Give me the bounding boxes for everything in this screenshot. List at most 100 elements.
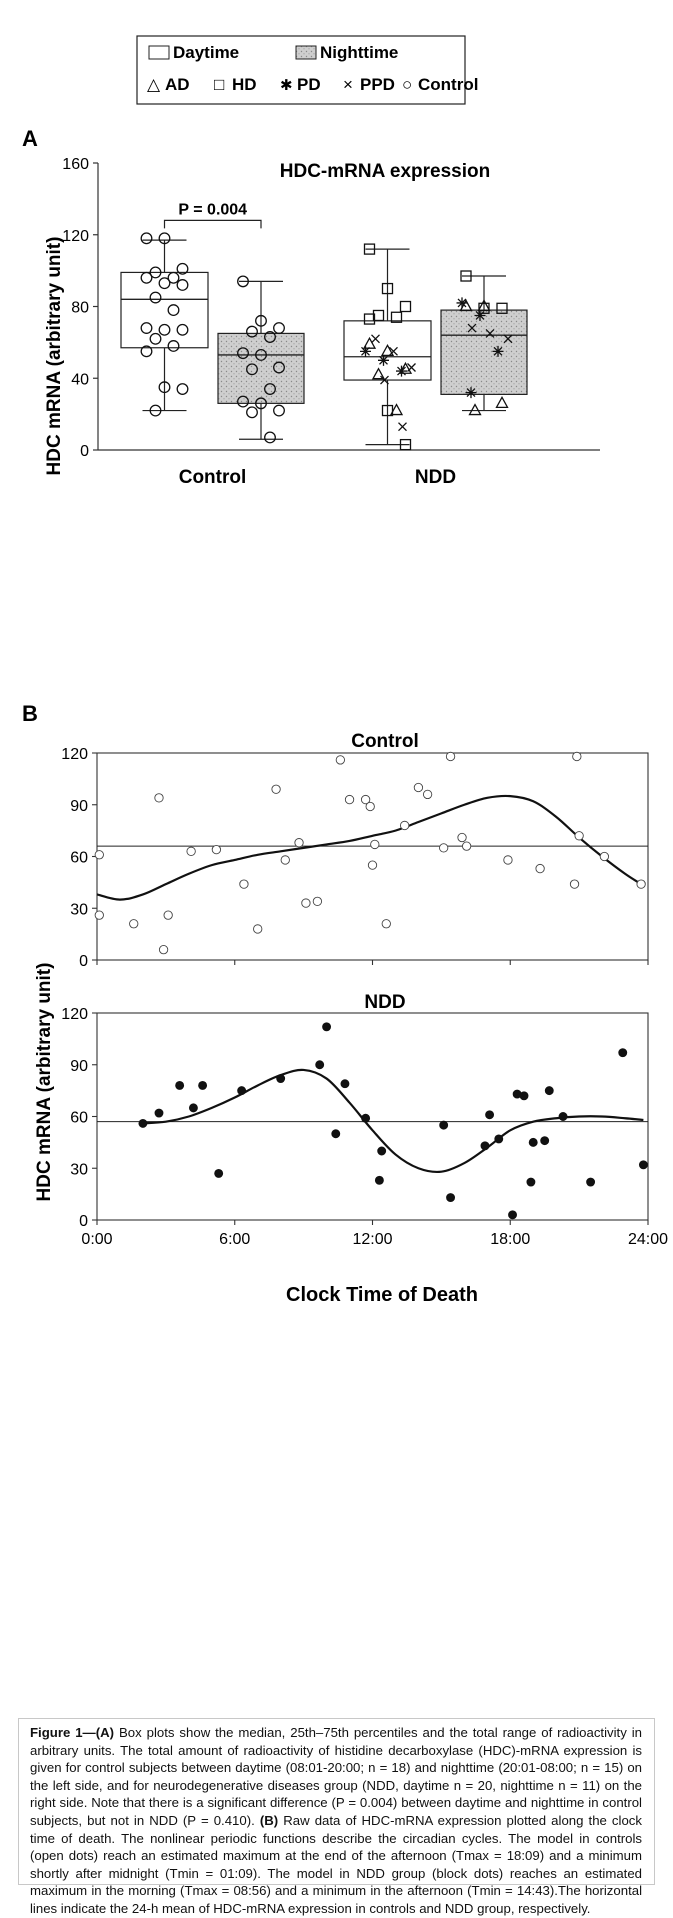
data-point-circle bbox=[255, 397, 267, 410]
data-point-circle bbox=[246, 325, 258, 338]
data-point-circle bbox=[140, 232, 153, 245]
legend-hd-icon: □ bbox=[214, 75, 224, 94]
data-point-x bbox=[407, 363, 416, 372]
control-data-point bbox=[399, 820, 410, 831]
data-point-circle bbox=[273, 361, 285, 374]
legend-daytime-label: Daytime bbox=[173, 43, 239, 62]
control-y-tick-label: 60 bbox=[70, 850, 88, 867]
ndd-x-tick-label: 6:00 bbox=[219, 1231, 250, 1248]
ndd-data-point bbox=[446, 1193, 456, 1203]
data-point-circle bbox=[264, 431, 276, 444]
data-point-x bbox=[467, 323, 477, 333]
data-point-star bbox=[396, 365, 407, 377]
caption-lead: Figure 1—(A) bbox=[30, 1725, 115, 1740]
legend-ppd-icon: × bbox=[343, 75, 353, 94]
control-data-point bbox=[535, 863, 545, 874]
data-point-triangle bbox=[468, 403, 482, 416]
ndd-data-point bbox=[480, 1141, 490, 1151]
data-point-star bbox=[492, 345, 504, 357]
ndd-data-point bbox=[175, 1080, 185, 1090]
ndd-data-point bbox=[558, 1112, 568, 1121]
control-data-point bbox=[94, 850, 104, 860]
ndd-data-point bbox=[544, 1086, 554, 1096]
control-data-point bbox=[294, 838, 304, 848]
data-point-square bbox=[399, 300, 412, 313]
box-control-nighttime bbox=[217, 332, 305, 404]
ndd-x-tick-label: 0:00 bbox=[81, 1231, 112, 1248]
control-data-point bbox=[335, 755, 346, 765]
data-point-triangle bbox=[495, 396, 509, 409]
data-point-triangle bbox=[389, 403, 404, 416]
data-point-circle bbox=[237, 395, 249, 408]
ndd-data-point bbox=[618, 1048, 628, 1058]
control-data-point bbox=[186, 846, 196, 856]
data-point-triangle bbox=[459, 299, 473, 312]
ndd-data-point bbox=[340, 1079, 350, 1089]
ndd-data-point bbox=[198, 1080, 208, 1090]
ndd-data-point bbox=[188, 1103, 198, 1113]
data-point-star bbox=[456, 297, 468, 309]
data-point-circle bbox=[255, 314, 267, 327]
control-data-point bbox=[211, 844, 222, 855]
data-point-circle bbox=[149, 332, 162, 345]
panel-a-y-tick-label: 0 bbox=[80, 443, 89, 460]
control-data-point bbox=[445, 751, 456, 762]
ndd-data-point bbox=[519, 1091, 529, 1101]
control-y-tick-label: 90 bbox=[70, 798, 88, 815]
control-data-point bbox=[344, 794, 355, 805]
control-data-point bbox=[461, 841, 472, 851]
control-data-point bbox=[129, 919, 139, 929]
data-point-circle bbox=[140, 271, 153, 284]
data-point-circle bbox=[158, 323, 171, 336]
data-point-circle bbox=[176, 323, 189, 336]
ndd-data-point bbox=[315, 1060, 325, 1070]
data-point-circle bbox=[237, 275, 249, 288]
box-ndd-daytime bbox=[343, 320, 432, 381]
data-point-circle bbox=[167, 271, 180, 284]
ndd-data-point bbox=[374, 1175, 384, 1185]
data-point-circle bbox=[167, 340, 180, 352]
data-point-circle bbox=[140, 322, 153, 334]
data-point-square bbox=[496, 302, 508, 314]
control-subplot-title: Control bbox=[351, 731, 419, 752]
data-point-x bbox=[371, 334, 380, 344]
ndd-y-tick-label: 60 bbox=[70, 1110, 88, 1127]
panel-b-xlabel: Clock Time of Death bbox=[286, 1284, 478, 1306]
panel-a-title: HDC-mRNA expression bbox=[280, 161, 490, 182]
caption-text-a: Box plots show the median, 25th–75th per… bbox=[30, 1725, 642, 1828]
ndd-y-tick-label: 90 bbox=[70, 1058, 88, 1075]
control-fit-curve bbox=[96, 794, 642, 901]
data-point-triangle bbox=[371, 367, 386, 380]
ndd-data-point bbox=[586, 1177, 596, 1187]
caption-frame bbox=[18, 1718, 655, 1885]
ndd-data-point bbox=[439, 1120, 449, 1130]
panel-b-letter: B bbox=[22, 701, 38, 726]
data-point-x bbox=[503, 334, 513, 344]
control-y-tick-label: 120 bbox=[61, 746, 88, 763]
data-point-circle bbox=[167, 304, 180, 317]
ndd-data-point bbox=[154, 1108, 164, 1118]
data-point-circle bbox=[140, 345, 153, 358]
control-data-point bbox=[381, 919, 391, 929]
data-point-star bbox=[465, 387, 477, 399]
control-data-point bbox=[360, 794, 371, 805]
data-point-x bbox=[380, 375, 389, 385]
data-point-circle bbox=[246, 406, 258, 419]
data-point-square bbox=[460, 270, 472, 282]
control-data-point bbox=[154, 793, 164, 803]
control-y-tick-label: 30 bbox=[70, 901, 88, 918]
control-data-point bbox=[94, 910, 104, 920]
ndd-data-point bbox=[638, 1160, 648, 1170]
legend-nighttime-label: Nighttime bbox=[320, 43, 398, 62]
ndd-subplot-title: NDD bbox=[364, 992, 405, 1013]
data-point-star bbox=[360, 345, 371, 357]
ndd-data-point bbox=[377, 1146, 387, 1156]
control-scatter-plot: 0 30 60 90 120 bbox=[61, 746, 649, 970]
ndd-data-point bbox=[276, 1074, 286, 1084]
control-data-point bbox=[636, 879, 646, 889]
data-point-triangle bbox=[398, 361, 413, 374]
control-data-point bbox=[572, 751, 582, 762]
caption-text-b: Raw data of HDC-mRNA expression plotted … bbox=[30, 1812, 642, 1916]
control-data-point bbox=[301, 898, 311, 908]
data-point-circle bbox=[264, 383, 276, 395]
